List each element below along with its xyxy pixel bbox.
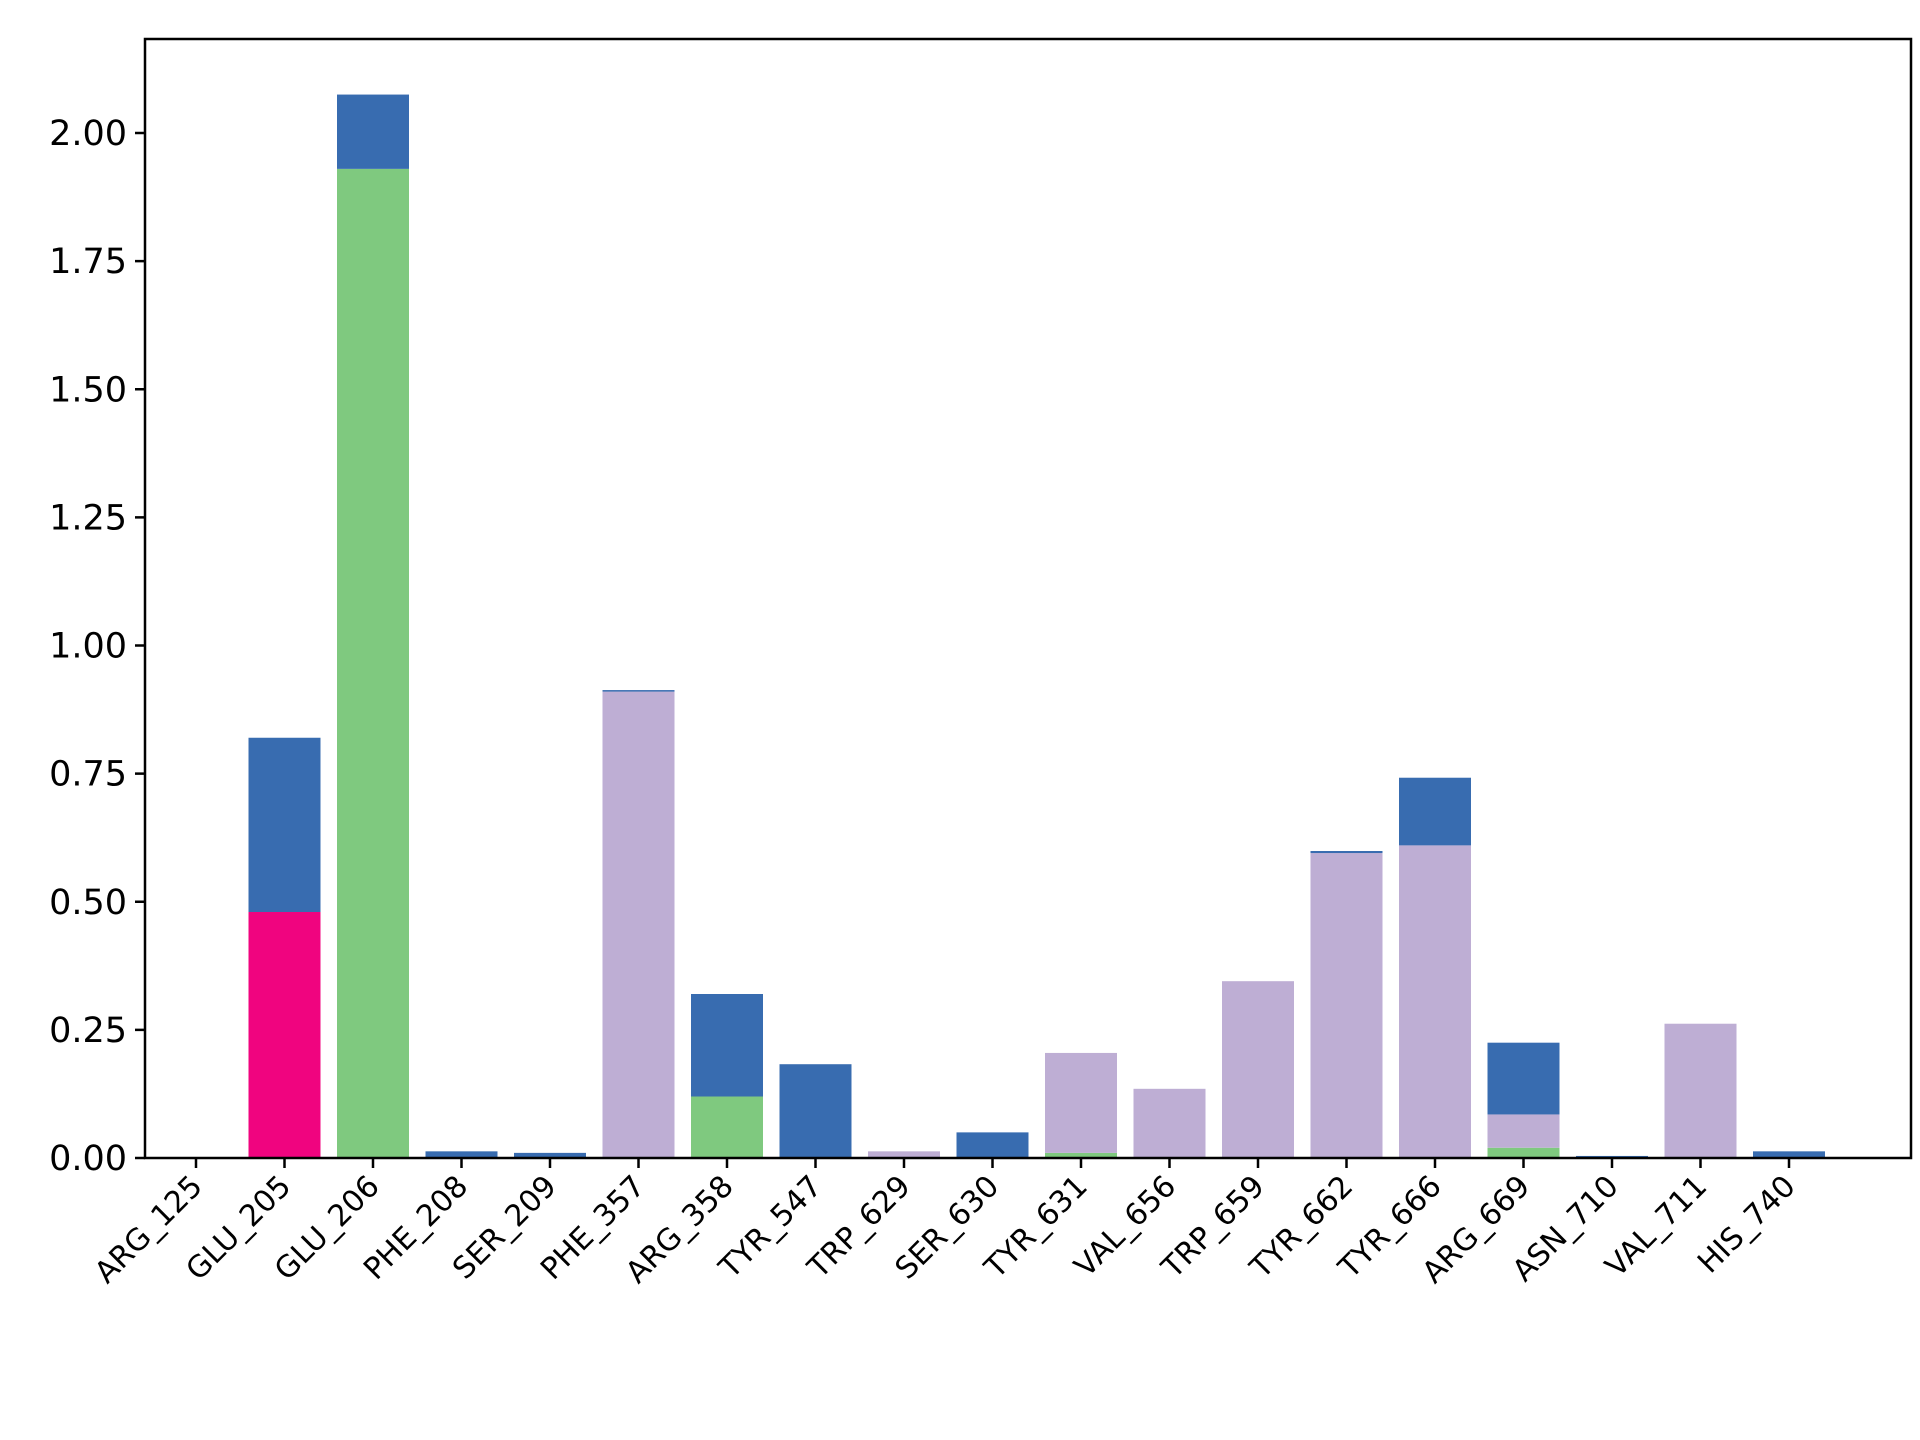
bar-segment-phe-357-s2 <box>602 691 675 1158</box>
bar-segment-tyr-662-s2 <box>1310 853 1383 1158</box>
bar-segment-glu-205-s3 <box>248 737 321 912</box>
bar-segment-phe-208-s3 <box>425 1151 498 1158</box>
bar-segment-ser-209-s3 <box>514 1152 586 1158</box>
y-tick-label: 0.50 <box>49 883 127 923</box>
bar-segment-glu-206-s3 <box>337 94 409 169</box>
bar-segment-tyr-666-s3 <box>1399 777 1471 846</box>
bar-segment-arg-358-s1 <box>691 1096 763 1158</box>
bar-segment-ser-630-s3 <box>956 1132 1029 1158</box>
y-tick-label: 0.00 <box>49 1139 127 1179</box>
bar-segment-arg-669-s2 <box>1487 1114 1560 1148</box>
bar-segment-his-740-s3 <box>1753 1151 1825 1158</box>
bar-segment-trp-659-s2 <box>1222 981 1294 1158</box>
y-tick-label: 1.25 <box>49 498 127 538</box>
bar-segment-tyr-631-s2 <box>1045 1052 1117 1153</box>
y-tick-label: 0.75 <box>49 755 127 795</box>
bar-segment-tyr-666-s2 <box>1399 845 1471 1158</box>
x-axis: ARG_125GLU_205GLU_206PHE_208SER_209PHE_3… <box>88 1158 1803 1290</box>
bar-segment-val-656-s2 <box>1133 1088 1206 1158</box>
bars-group <box>248 94 1825 1158</box>
bar-segment-tyr-547-s3 <box>779 1064 852 1158</box>
y-tick-label: 2.00 <box>49 114 127 154</box>
bar-segment-glu-206-s1 <box>337 168 409 1158</box>
y-tick-label: 1.50 <box>49 370 127 410</box>
bar-segment-arg-669-s3 <box>1487 1042 1560 1115</box>
x-tick-label: HIS_740 <box>1691 1169 1803 1281</box>
y-tick-label: 1.75 <box>49 242 127 282</box>
y-tick-label: 0.25 <box>49 1011 127 1051</box>
bar-segment-tyr-662-s3 <box>1310 851 1383 854</box>
plot-frame <box>143 37 1913 1160</box>
y-axis: 0.00 0.25 0.50 0.75 1.00 1.25 1.50 1.75 2.00 <box>49 114 145 1179</box>
y-tick-label: 1.00 <box>49 627 127 667</box>
bar-segment-phe-357-s3 <box>602 690 675 692</box>
bar-segment-glu-205-s0 <box>248 912 321 1158</box>
bar-segment-arg-669-s1 <box>1487 1147 1560 1158</box>
bar-segment-trp-629-s2 <box>868 1151 940 1158</box>
bar-segment-arg-358-s3 <box>691 994 763 1097</box>
bar-segment-tyr-631-s1 <box>1045 1152 1117 1158</box>
bar-segment-val-711-s2 <box>1664 1023 1737 1158</box>
